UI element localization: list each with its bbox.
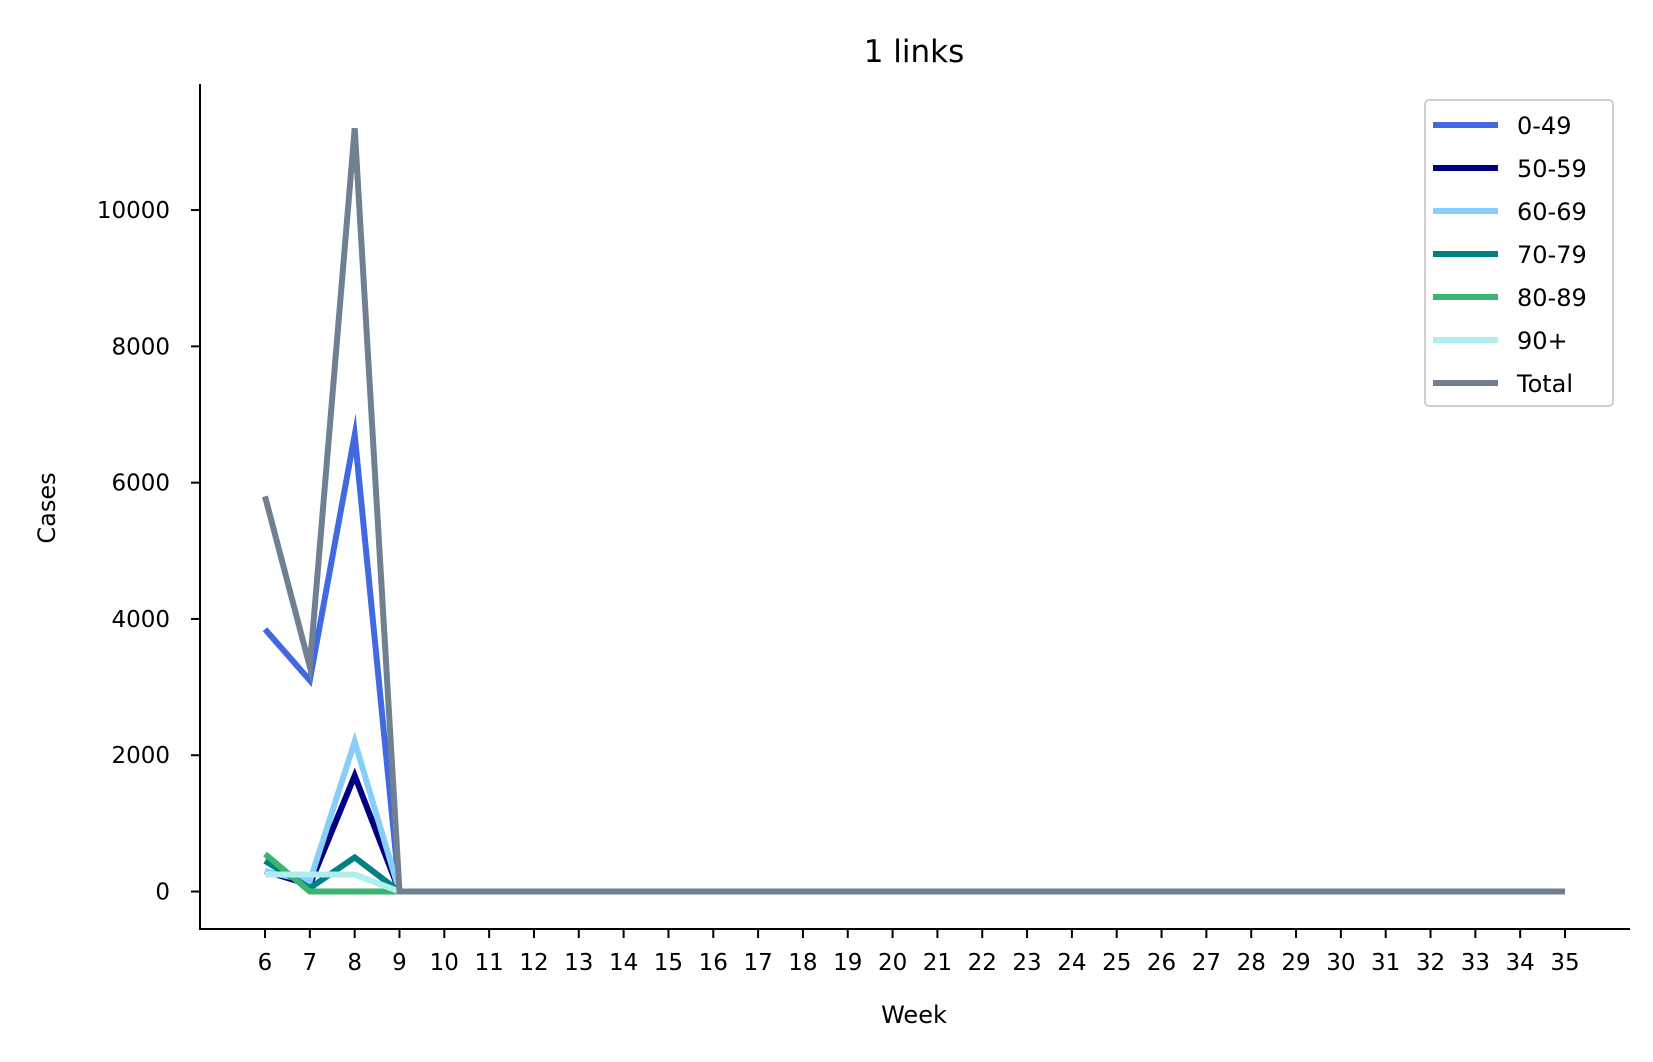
x-tick-label: 29: [1281, 950, 1310, 976]
x-tick-label: 20: [878, 950, 907, 976]
y-tick-label: 0: [155, 880, 170, 906]
legend-label: 50-59: [1517, 155, 1587, 183]
x-tick-label: 16: [699, 950, 728, 976]
y-tick-label: 6000: [111, 471, 170, 497]
series-line-50-59: [264, 767, 1565, 895]
legend-label: 90+: [1517, 327, 1568, 355]
x-tick-label: 25: [1102, 950, 1131, 976]
chart-title: 1 links: [864, 34, 965, 70]
x-tick-label: 32: [1416, 950, 1445, 976]
y-ticks: 0 2000 4000 6000 8000 10000: [97, 198, 200, 906]
x-tick-label: 14: [609, 950, 638, 976]
legend-frame: [1424, 99, 1614, 407]
x-tick-label: 35: [1550, 950, 1579, 976]
legend-label: 0-49: [1517, 112, 1571, 140]
x-tick-label: 24: [1057, 950, 1086, 976]
legend-label: 80-89: [1517, 284, 1587, 312]
x-tick-label: 34: [1506, 950, 1535, 976]
y-tick-label: 10000: [97, 198, 170, 224]
x-tick-label: 27: [1192, 950, 1221, 976]
x-tick-label: 15: [654, 950, 683, 976]
x-tick-label: 18: [788, 950, 817, 976]
x-axis-label: Week: [881, 1001, 947, 1029]
x-tick-label: 7: [303, 950, 318, 976]
series-line-0-49: [262, 413, 1565, 895]
legend-label: Total: [1516, 370, 1573, 398]
x-tick-label: 28: [1237, 950, 1266, 976]
x-ticks: 6 7 8 9 10 11 12 13 14 15 16 17 18 19 20 21 22 23 24 25 26 27…: [258, 929, 1580, 976]
x-tick-label: 10: [430, 950, 459, 976]
axes: [199, 84, 1630, 930]
x-tick-label: 19: [833, 950, 862, 976]
x-tick-label: 21: [923, 950, 952, 976]
legend-label: 70-79: [1517, 241, 1587, 269]
x-tick-label: 11: [474, 950, 503, 976]
y-tick-label: 2000: [111, 743, 170, 769]
x-tick-label: 9: [392, 950, 407, 976]
y-tick-label: 4000: [111, 607, 170, 633]
x-tick-label: 13: [564, 950, 593, 976]
x-tick-label: 22: [968, 950, 997, 976]
x-tick-label: 17: [743, 950, 772, 976]
legend: 0-49 50-59 60-69 70-79 80-89 90+ Total: [1424, 99, 1614, 407]
plot-area: [262, 128, 1565, 895]
x-tick-label: 30: [1326, 950, 1355, 976]
x-tick-label: 26: [1147, 950, 1176, 976]
x-tick-label: 33: [1461, 950, 1490, 976]
y-tick-label: 8000: [111, 334, 170, 360]
y-axis-label: Cases: [33, 472, 61, 543]
series-line-total: [262, 128, 1565, 895]
x-tick-label: 6: [258, 950, 273, 976]
legend-label: 60-69: [1517, 198, 1587, 226]
series-line-80-89: [263, 851, 1565, 895]
x-tick-label: 8: [347, 950, 362, 976]
x-tick-label: 23: [1012, 950, 1041, 976]
x-tick-label: 12: [519, 950, 548, 976]
x-tick-label: 31: [1371, 950, 1400, 976]
series-line-70-79: [263, 853, 1565, 895]
series-line-60-69: [264, 731, 1565, 895]
